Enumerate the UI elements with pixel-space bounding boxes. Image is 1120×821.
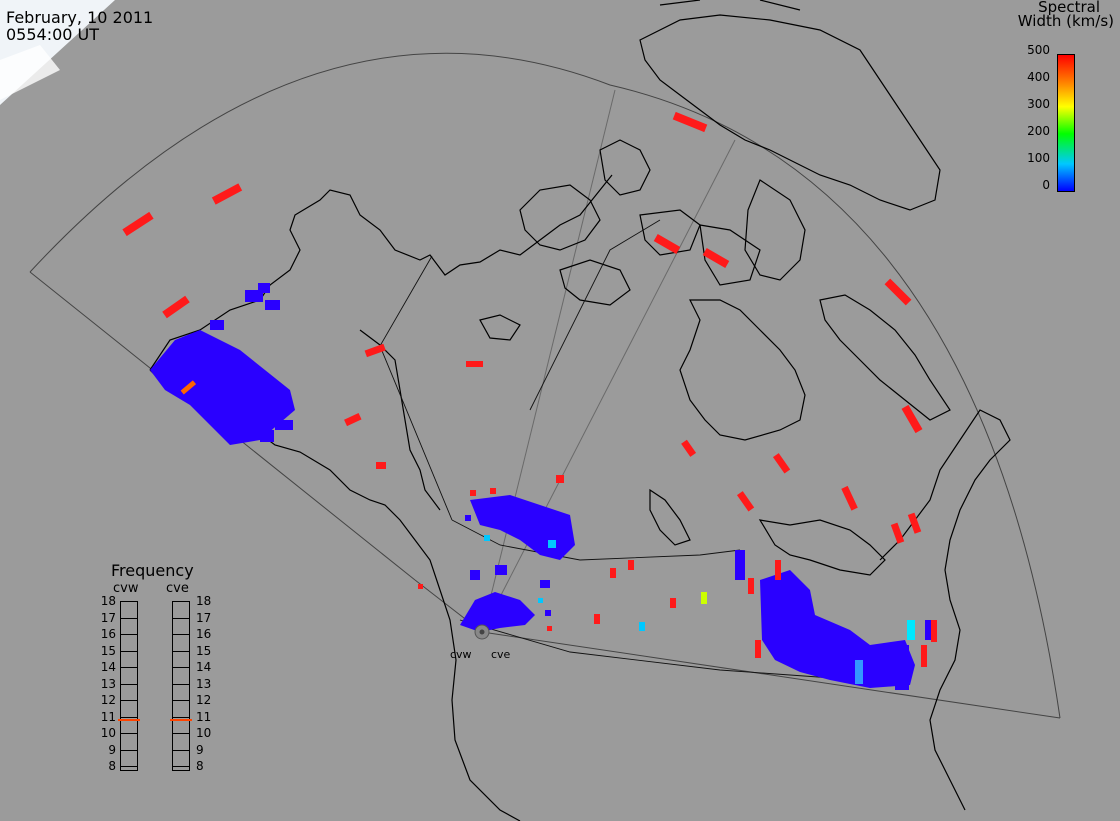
time-label: 0554:00 UT (6, 25, 100, 44)
frequency-tick-right: 13 (196, 676, 212, 691)
frequency-tick-right: 16 (196, 627, 212, 641)
frequency-radar-label: cvw (113, 581, 139, 596)
site-label-cve: cve (491, 648, 511, 661)
frequency-column-cve (172, 601, 190, 771)
frequency-gridline (120, 617, 138, 619)
frequency-tick-right: 17 (196, 610, 212, 625)
radar-scatter-alaska (150, 283, 295, 445)
frequency-gridline (172, 766, 190, 767)
frequency-tick-left: 17 (100, 610, 116, 625)
frequency-tick-right: 11 (196, 709, 212, 724)
frequency-gridline (172, 617, 190, 619)
frequency-gridline (120, 716, 138, 718)
frequency-gridline (120, 634, 138, 635)
frequency-column-cvw (120, 601, 138, 771)
frequency-tick-left: 15 (100, 643, 116, 658)
frequency-marker (118, 718, 140, 721)
frequency-tick-left: 18 (100, 594, 116, 608)
frequency-title: Frequency (111, 561, 194, 580)
frequency-gridline (120, 667, 138, 668)
colorbar-tick: 100 (1027, 151, 1050, 165)
frequency-tick-right: 10 (196, 726, 212, 740)
frequency-tick-right: 15 (196, 643, 212, 658)
frequency-gridline (172, 716, 190, 718)
colorbar-title-line1: Spectral (1038, 0, 1100, 16)
frequency-tick-right: 18 (196, 594, 212, 608)
frequency-gridline (120, 749, 138, 751)
frequency-gridline (120, 766, 138, 767)
frequency-gridline (172, 650, 190, 652)
frequency-tick-left: 9 (108, 742, 116, 757)
frequency-tick-left: 14 (100, 660, 116, 674)
radar-high-width-segments (122, 111, 937, 667)
colorbar-tick: 300 (1027, 97, 1050, 111)
frequency-marker (170, 718, 192, 721)
frequency-radar-label: cve (166, 581, 189, 596)
frequency-gridline (172, 667, 190, 668)
frequency-tick-left: 16 (100, 627, 116, 641)
frequency-gridline (172, 634, 190, 635)
frequency-gridline (120, 650, 138, 652)
frequency-gridline (120, 700, 138, 701)
frequency-gridline (172, 733, 190, 734)
colorbar-tick: 500 (1027, 43, 1050, 57)
date-label: February, 10 2011 (6, 8, 154, 27)
frequency-tick-left: 13 (100, 676, 116, 691)
colorbar-title-line2: Width (km/s) (1017, 12, 1114, 30)
frequency-tick-left: 10 (100, 726, 116, 740)
frequency-tick-left: 8 (108, 759, 116, 773)
frequency-tick-right: 8 (196, 759, 204, 773)
frequency-gridline (172, 749, 190, 751)
frequency-tick-left: 11 (100, 709, 116, 724)
frequency-gridline (172, 601, 190, 602)
frequency-tick-right: 9 (196, 742, 204, 757)
frequency-gridline (120, 683, 138, 685)
frequency-gridline (120, 733, 138, 734)
frequency-gridline (172, 683, 190, 685)
frequency-tick-right: 12 (196, 693, 212, 707)
frequency-gridline (120, 601, 138, 602)
high-width-cell (180, 380, 197, 395)
colorbar-tick: 400 (1027, 70, 1050, 84)
site-label-cvw: cvw (450, 648, 472, 661)
radar-scatter-east (735, 550, 931, 690)
colorbar-tick: 200 (1027, 124, 1050, 138)
frequency-tick-left: 12 (100, 693, 116, 707)
frequency-tick-right: 14 (196, 660, 212, 674)
colorbar (1057, 54, 1075, 192)
colorbar-tick: 0 (1042, 178, 1050, 192)
frequency-gridline (172, 700, 190, 701)
